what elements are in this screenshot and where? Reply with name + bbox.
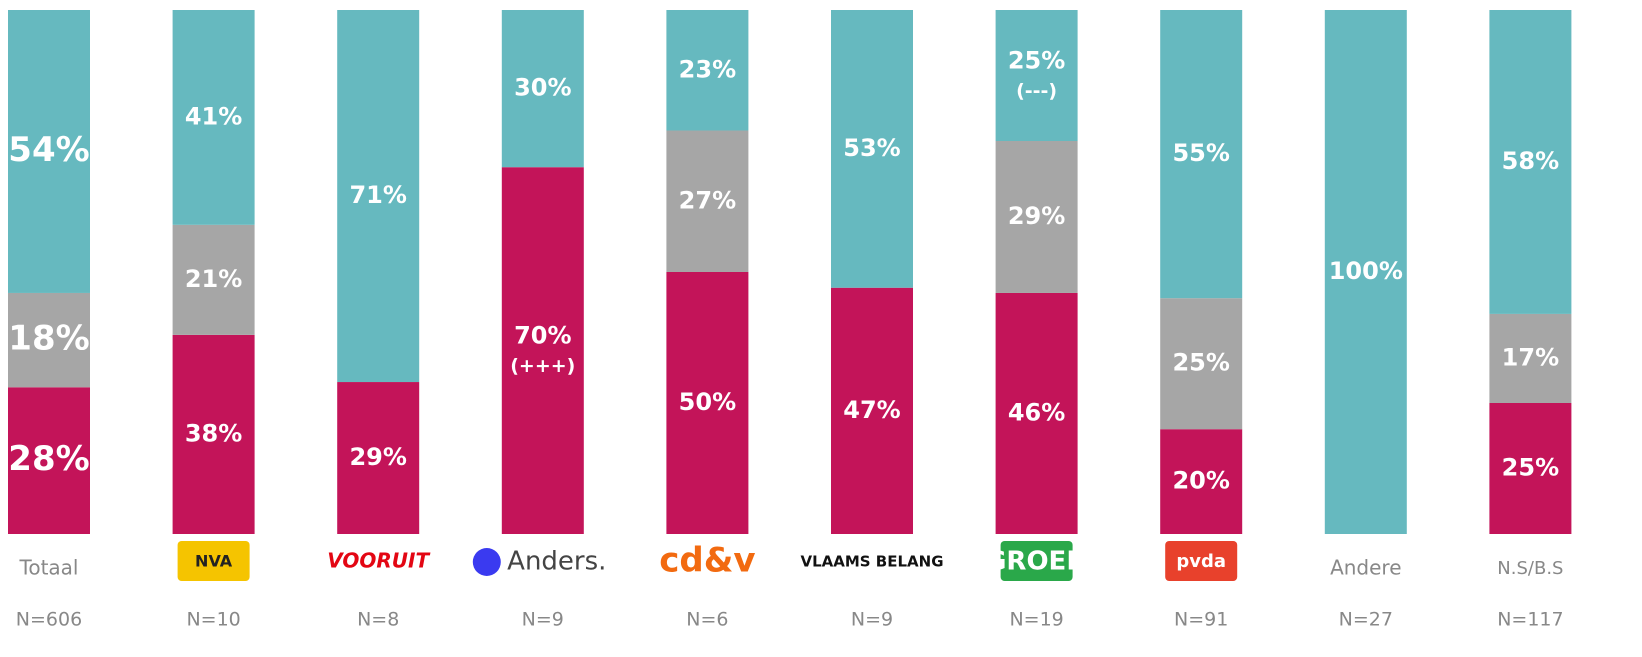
logo-box bbox=[177, 541, 250, 581]
value-label: 25% bbox=[1172, 349, 1229, 377]
bar-segment bbox=[337, 10, 420, 383]
bar-segment bbox=[8, 387, 90, 534]
value-label: 58% bbox=[1502, 147, 1559, 175]
bar-segment bbox=[995, 10, 1078, 141]
sample-size: N=9 bbox=[522, 609, 564, 631]
value-label: 18% bbox=[8, 319, 89, 359]
logo-box bbox=[1165, 541, 1238, 581]
bar-segment bbox=[995, 292, 1078, 534]
value-label: 23% bbox=[679, 55, 736, 83]
category-label: Totaal bbox=[19, 556, 79, 580]
bar-segment bbox=[995, 141, 1078, 293]
bar-segment bbox=[666, 130, 749, 272]
bar-segment bbox=[831, 10, 913, 288]
value-label: 29% bbox=[349, 443, 406, 471]
category-label: VOORUIT bbox=[327, 549, 430, 573]
category-label: Andere bbox=[1330, 556, 1401, 580]
value-label: 21% bbox=[185, 265, 242, 293]
value-label: 53% bbox=[843, 134, 900, 162]
sample-size: N=10 bbox=[186, 609, 240, 631]
sample-size: N=9 bbox=[851, 609, 893, 631]
category-label: NVA bbox=[195, 552, 233, 571]
bar-segment bbox=[172, 224, 255, 335]
value-label: 17% bbox=[1502, 343, 1559, 371]
value-label: 41% bbox=[185, 102, 242, 130]
category-label: N.S/B.S bbox=[1497, 558, 1563, 579]
category-label: Anders. bbox=[507, 547, 606, 577]
bar-segment bbox=[666, 10, 749, 131]
logo-box bbox=[1000, 541, 1073, 581]
logo-dot bbox=[472, 548, 501, 576]
value-label: 20% bbox=[1172, 467, 1229, 495]
value-label: 47% bbox=[843, 396, 900, 424]
sample-size: N=27 bbox=[1339, 609, 1393, 631]
value-label: 29% bbox=[1008, 202, 1065, 230]
annotation: (---) bbox=[1016, 80, 1057, 102]
category-label: pvda bbox=[1176, 551, 1226, 572]
bar-segment bbox=[172, 334, 255, 534]
category-label: cd&v bbox=[659, 541, 755, 581]
bar-segment bbox=[337, 382, 420, 534]
category-label: GROEN bbox=[985, 547, 1088, 577]
bar-segment bbox=[1489, 313, 1572, 403]
bar-segment bbox=[1160, 429, 1243, 534]
value-label: 54% bbox=[8, 130, 89, 170]
value-label: 38% bbox=[185, 419, 242, 447]
sample-size: N=91 bbox=[1174, 609, 1228, 631]
bar-segment bbox=[501, 10, 584, 168]
value-label: 71% bbox=[349, 181, 406, 209]
value-label: 25% bbox=[1008, 47, 1065, 75]
sample-size: N=19 bbox=[1009, 609, 1063, 631]
value-label: 46% bbox=[1008, 398, 1065, 426]
sample-size: N=117 bbox=[1497, 609, 1563, 631]
value-label: 100% bbox=[1329, 257, 1403, 285]
value-label: 27% bbox=[679, 186, 736, 214]
bar-segment bbox=[666, 272, 749, 534]
value-label: 30% bbox=[514, 74, 571, 102]
annotation: (+++) bbox=[510, 355, 575, 377]
bar-segment bbox=[172, 10, 255, 225]
sample-size: N=6 bbox=[686, 609, 728, 631]
value-label: 25% bbox=[1502, 454, 1559, 482]
bar-segment bbox=[1489, 403, 1572, 534]
bar-segment bbox=[8, 292, 90, 388]
bar-segment bbox=[1324, 10, 1407, 534]
sample-size: N=8 bbox=[357, 609, 399, 631]
bar-segment bbox=[1160, 10, 1243, 299]
bar-segment bbox=[831, 287, 913, 534]
bar-segment bbox=[1160, 298, 1243, 430]
value-label: 50% bbox=[679, 388, 736, 416]
bar-segment bbox=[8, 10, 90, 293]
value-label: 55% bbox=[1172, 139, 1229, 167]
value-label: 70% bbox=[514, 322, 571, 350]
bar-segment bbox=[501, 167, 584, 534]
category-label: VLAAMS BELANG bbox=[800, 553, 943, 571]
value-label: 28% bbox=[8, 439, 89, 479]
sample-size: N=606 bbox=[16, 609, 82, 631]
bar-segment bbox=[1489, 10, 1572, 314]
